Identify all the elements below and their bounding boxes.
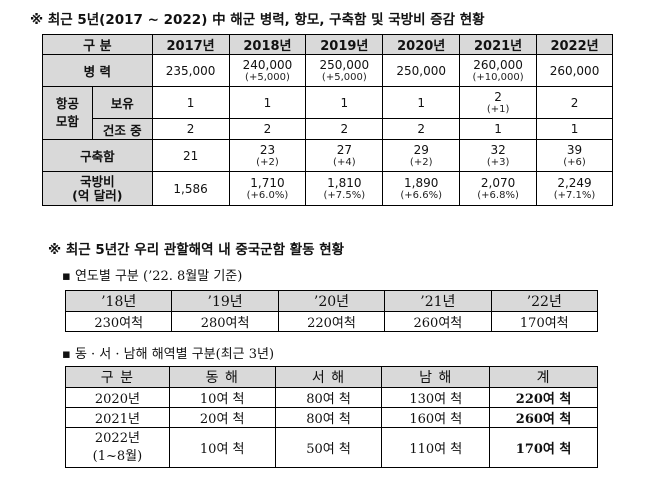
cell: 1,810 (+7.5%) bbox=[305, 171, 384, 206]
header-year: 2018년 bbox=[228, 34, 307, 55]
sub-heading-sea: ▪ 동 · 서 · 남해 해역별 구분(최근 3년) bbox=[62, 347, 275, 362]
cell: 2 bbox=[382, 118, 461, 140]
cell: 39 (+6) bbox=[536, 139, 613, 172]
cell-total: 220여 척 bbox=[489, 387, 598, 408]
cell: 2022년 (1~8월) bbox=[65, 427, 170, 468]
table-row: 건조 중 2 2 2 2 1 1 bbox=[43, 118, 613, 140]
row-label-budget: 국방비 (억 달러) bbox=[42, 171, 153, 206]
cell: 1,890 (+6.6%) bbox=[382, 171, 461, 206]
row-label-troops: 병 력 bbox=[42, 54, 153, 87]
header-year: 2021년 bbox=[459, 34, 538, 55]
cell: 2 bbox=[305, 118, 384, 140]
header-category: 구 분 bbox=[65, 366, 170, 388]
table-row: 2022년 (1~8월) 10여 척 50여 척 110여 척 170여 척 bbox=[65, 427, 598, 468]
cell: 260,000 (+10,000) bbox=[459, 54, 538, 87]
cell: 2021년 bbox=[65, 407, 170, 428]
cell: 2 (+1) bbox=[459, 86, 538, 119]
cell: 130여 척 bbox=[381, 387, 491, 408]
table-header-row: ’18년 ’19년 ’20년 ’21년 ’22년 bbox=[64, 290, 599, 312]
section2-title: ※ 최근 5년간 우리 관할해역 내 중국군함 활동 현황 bbox=[48, 242, 345, 258]
cell: 32 (+3) bbox=[459, 139, 538, 172]
cell: 1,586 bbox=[151, 171, 230, 206]
header-year: 2022년 bbox=[536, 34, 613, 55]
cell: 1 bbox=[459, 118, 538, 140]
cell: 260여척 bbox=[384, 311, 492, 332]
cell: 50여 척 bbox=[274, 427, 383, 468]
cell: 250,000 bbox=[382, 54, 461, 87]
yearly-count-table: ’18년 ’19년 ’20년 ’21년 ’22년 230여척 280여척 220… bbox=[64, 290, 599, 332]
naval-stats-table: 구 분 2017년 2018년 2019년 2020년 2021년 2022년 … bbox=[42, 34, 613, 206]
cell: 1 bbox=[536, 118, 613, 140]
cell: 170여척 bbox=[490, 311, 599, 332]
header-west-sea: 서 해 bbox=[274, 366, 383, 388]
cell: 27 (+4) bbox=[305, 139, 384, 172]
cell: 10여 척 bbox=[168, 427, 276, 468]
cell: 2,249 (+7.1%) bbox=[536, 171, 613, 206]
table-header-row: 구 분 2017년 2018년 2019년 2020년 2021년 2022년 bbox=[42, 34, 613, 55]
cell: 1 bbox=[151, 86, 230, 119]
cell: 10여 척 bbox=[168, 387, 276, 408]
row-label-carrier-owned: 보유 bbox=[91, 86, 153, 119]
cell: 20여 척 bbox=[168, 407, 276, 428]
cell: 2 bbox=[151, 118, 230, 140]
cell: 29 (+2) bbox=[382, 139, 461, 172]
header-year: 2017년 bbox=[151, 34, 230, 55]
header-year: ’21년 bbox=[384, 290, 492, 312]
row-label-carrier-building: 건조 중 bbox=[91, 118, 153, 140]
cell: 160여 척 bbox=[381, 407, 491, 428]
table-row: 2020년 10여 척 80여 척 130여 척 220여 척 bbox=[65, 387, 598, 408]
row-label-carrier: 항공 모함 bbox=[42, 86, 93, 140]
cell: 1 bbox=[382, 86, 461, 119]
cell: 2 bbox=[228, 118, 307, 140]
cell: 220여척 bbox=[277, 311, 386, 332]
sea-region-table: 구 분 동 해 서 해 남 해 계 2020년 10여 척 80여 척 130여… bbox=[65, 366, 598, 468]
cell-total: 170여 척 bbox=[489, 427, 598, 468]
cell: 21 bbox=[151, 139, 230, 172]
table-row: 항공 모함 보유 1 1 1 1 2 (+1) 2 bbox=[42, 86, 613, 140]
section1-title: ※ 최근 5년(2017 ~ 2022) 中 해군 병력, 항모, 구축함 및 … bbox=[30, 12, 485, 28]
cell: 1,710 (+6.0%) bbox=[228, 171, 307, 206]
cell: 2,070 (+6.8%) bbox=[459, 171, 538, 206]
header-year: 2019년 bbox=[305, 34, 384, 55]
row-label-destroyers: 구축함 bbox=[42, 139, 153, 172]
cell: 260,000 bbox=[536, 54, 613, 87]
header-year: ’18년 bbox=[64, 290, 173, 312]
header-year: 2020년 bbox=[382, 34, 461, 55]
cell: 23 (+2) bbox=[228, 139, 307, 172]
cell: 235,000 bbox=[151, 54, 230, 87]
table-row: 국방비 (억 달러) 1,586 1,710 (+6.0%) 1,810 (+7.5… bbox=[42, 171, 613, 206]
cell-total: 260여 척 bbox=[489, 407, 598, 428]
cell: 110여 척 bbox=[381, 427, 491, 468]
cell: 1 bbox=[305, 86, 384, 119]
cell: 2020년 bbox=[65, 387, 170, 408]
cell: 240,000 (+5,000) bbox=[228, 54, 307, 87]
header-south-sea: 남 해 bbox=[381, 366, 491, 388]
header-year: ’22년 bbox=[490, 290, 599, 312]
table-header-row: 구 분 동 해 서 해 남 해 계 bbox=[65, 366, 598, 388]
header-year: ’20년 bbox=[277, 290, 386, 312]
cell: 280여척 bbox=[171, 311, 279, 332]
cell: 250,000 (+5,000) bbox=[305, 54, 384, 87]
cell: 2 bbox=[536, 86, 613, 119]
cell: 80여 척 bbox=[274, 387, 383, 408]
sub-heading-yearly: ▪ 연도별 구분 (’22. 8월말 기준) bbox=[62, 269, 243, 284]
header-category: 구 분 bbox=[42, 34, 153, 55]
cell: 1 bbox=[228, 86, 307, 119]
header-year: ’19년 bbox=[171, 290, 279, 312]
table-row: 구축함 21 23 (+2) 27 (+4) 29 (+2) 32 (+3) 39 (+6… bbox=[42, 139, 613, 172]
table-row: 230여척 280여척 220여척 260여척 170여척 bbox=[64, 311, 599, 332]
table-row: 병 력 235,000 240,000 (+5,000) 250,000 (+5,0… bbox=[42, 54, 613, 87]
header-total: 계 bbox=[489, 366, 598, 388]
cell: 80여 척 bbox=[274, 407, 383, 428]
cell: 230여척 bbox=[64, 311, 173, 332]
header-east-sea: 동 해 bbox=[168, 366, 276, 388]
table-row: 2021년 20여 척 80여 척 160여 척 260여 척 bbox=[65, 407, 598, 428]
